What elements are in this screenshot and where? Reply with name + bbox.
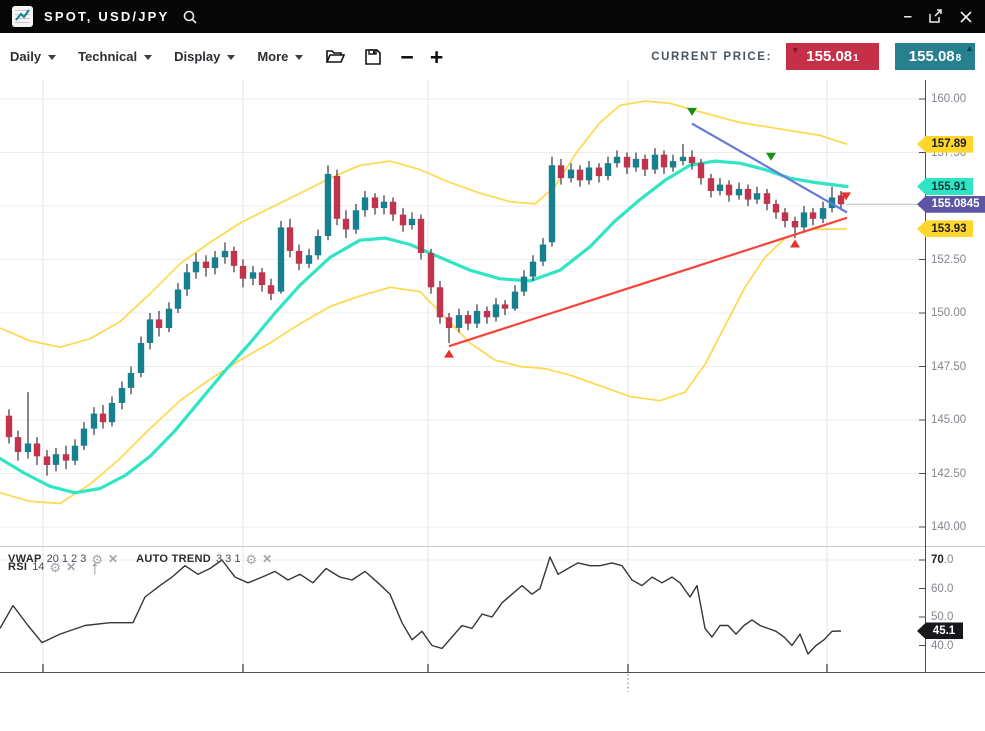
- rsi-axis-label: 70.0: [931, 554, 954, 566]
- rsi-indicator-label: RSI 14 ⚙ ✕: [8, 559, 77, 575]
- price-axis-label: 150.00: [931, 307, 967, 319]
- minimize-button[interactable]: –: [903, 8, 912, 25]
- auto-trend-settings-gear-icon[interactable]: ⚙: [245, 551, 258, 567]
- menu-daily[interactable]: Daily: [10, 49, 57, 64]
- auto-trend-remove-icon[interactable]: ✕: [262, 551, 273, 566]
- open-folder-icon[interactable]: [325, 48, 346, 65]
- price-down-arrow-icon: ▼: [791, 45, 800, 55]
- price-axis-label: 142.50: [931, 467, 967, 480]
- price-badge: 157.89: [917, 135, 973, 153]
- price-badge: 155.91: [917, 178, 973, 196]
- title-bar: SPOT, USD/JPY –: [0, 0, 985, 33]
- current-price-label: CURRENT PRICE:: [651, 50, 772, 63]
- rsi-axis-label: 40.0: [931, 639, 954, 652]
- save-icon[interactable]: [364, 48, 382, 66]
- close-button[interactable]: [959, 10, 973, 24]
- chart-app-icon: [12, 6, 33, 27]
- vwap-remove-icon[interactable]: ✕: [108, 551, 119, 566]
- rsi-settings-gear-icon[interactable]: ⚙: [49, 559, 62, 575]
- vwap-settings-gear-icon[interactable]: ⚙: [91, 551, 104, 567]
- rsi-move-up-icon[interactable]: ↑: [90, 558, 100, 579]
- rsi-value-badge: 45.1: [917, 622, 963, 640]
- price-badge: 155.0845: [917, 195, 985, 213]
- chevron-down-icon: [48, 55, 57, 60]
- chevron-down-icon: [144, 55, 153, 60]
- rsi-axis-label: 60.0: [931, 582, 954, 595]
- menu-technical[interactable]: Technical: [78, 49, 153, 64]
- search-icon[interactable]: [182, 9, 198, 25]
- ask-price: 155.08 8 ▲: [895, 43, 975, 70]
- price-chart-svg[interactable]: [0, 80, 985, 731]
- bid-price: ▼ 155.08 1: [786, 43, 879, 70]
- price-axis-label: 145.00: [931, 414, 967, 426]
- price-badge: 153.93: [917, 220, 973, 238]
- chevron-down-icon: [295, 55, 304, 60]
- price-up-arrow-icon: ▲: [965, 43, 974, 53]
- menu-more[interactable]: More: [257, 49, 304, 64]
- menu-display[interactable]: Display: [174, 49, 236, 64]
- vwap-indicator-label: VWAP 20 1 2 3 ⚙ ✕ AUTO TREND 3 3 1 ⚙ ✕: [8, 551, 273, 567]
- rsi-axis-label: 50.0: [931, 611, 954, 623]
- symbol-title: SPOT, USD/JPY: [44, 9, 170, 24]
- price-axis-label: 147.50: [931, 360, 967, 373]
- price-axis-label: 152.50: [931, 253, 967, 266]
- chevron-down-icon: [227, 55, 236, 60]
- popout-window-button[interactable]: [928, 9, 943, 24]
- zoom-out-button[interactable]: −: [400, 43, 414, 70]
- price-axis-label: 160.00: [931, 93, 967, 105]
- zoom-in-button[interactable]: +: [429, 43, 444, 70]
- chart-canvas[interactable]: 160.00157.50155.00152.50150.00147.50145.…: [0, 80, 985, 731]
- price-axis-label: 140.00: [931, 521, 967, 533]
- rsi-remove-icon[interactable]: ✕: [66, 559, 77, 574]
- chart-toolbar: Daily Technical Display More − + CURRENT PR…: [0, 33, 985, 80]
